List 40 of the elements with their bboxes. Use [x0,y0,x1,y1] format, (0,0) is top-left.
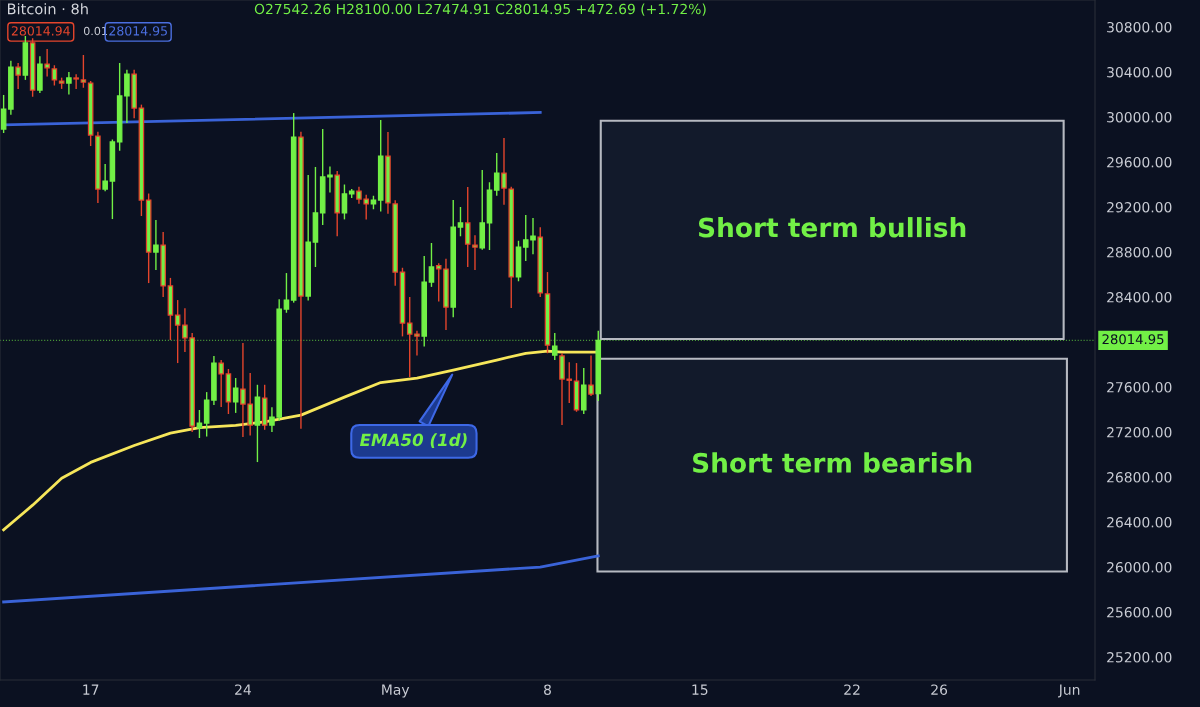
y-tick-label: 26400.00 [1107,517,1172,528]
x-tick-label: 17 [83,684,99,695]
x-tick-label: 15 [692,684,708,695]
x-tick-label: 8 [544,684,551,695]
y-tick-label: 27200.00 [1107,427,1172,438]
candlestick [196,409,203,439]
candlestick [283,272,290,314]
annotation: Short term bearish [693,452,972,473]
y-tick-label: 29600.00 [1107,156,1172,168]
y-tick-label: 30400.00 [1107,66,1172,78]
y-tick-label: 30800.00 [1107,21,1172,33]
candlestick [428,242,435,288]
chart-title: Bitcoin · 8h [8,3,88,15]
candlestick [174,299,181,364]
candlestick [80,54,87,89]
x-tick-label: 24 [235,684,251,695]
y-tick-label: 28400.00 [1107,291,1172,303]
y-tick-label: 26800.00 [1107,472,1172,483]
candlestick [203,391,210,438]
candlestick [457,206,464,237]
y-tick-label: 29200.00 [1107,201,1172,213]
y-tick-label: 25200.00 [1107,652,1172,663]
annotation: Short term bullish [698,217,966,238]
y-tick-label: 25600.00 [1107,607,1172,618]
annotation: 28014.95 [109,26,167,36]
x-tick-label: 22 [844,684,860,695]
ref-line-label: 28014.95 [1102,334,1164,345]
candlestick [0,94,7,134]
annotation: 28014.94 [11,26,70,36]
y-tick-label: 27600.00 [1107,382,1172,393]
x-tick-label: May [382,684,410,698]
candlestick [341,183,348,221]
candlestick [51,64,58,87]
annotation: EMA50 (1d) [359,433,467,449]
y-tick-label: 30000.00 [1107,111,1172,123]
x-tick-label: 26 [931,684,948,695]
y-tick-label: 26000.00 [1107,562,1172,573]
y-tick-label: 28800.00 [1107,246,1172,258]
annotation: O27542.26 H28100.00 L27474.91 C28014.95 +472.69 (+1.72%) [254,3,706,16]
x-tick-label: Jun [1058,684,1080,698]
